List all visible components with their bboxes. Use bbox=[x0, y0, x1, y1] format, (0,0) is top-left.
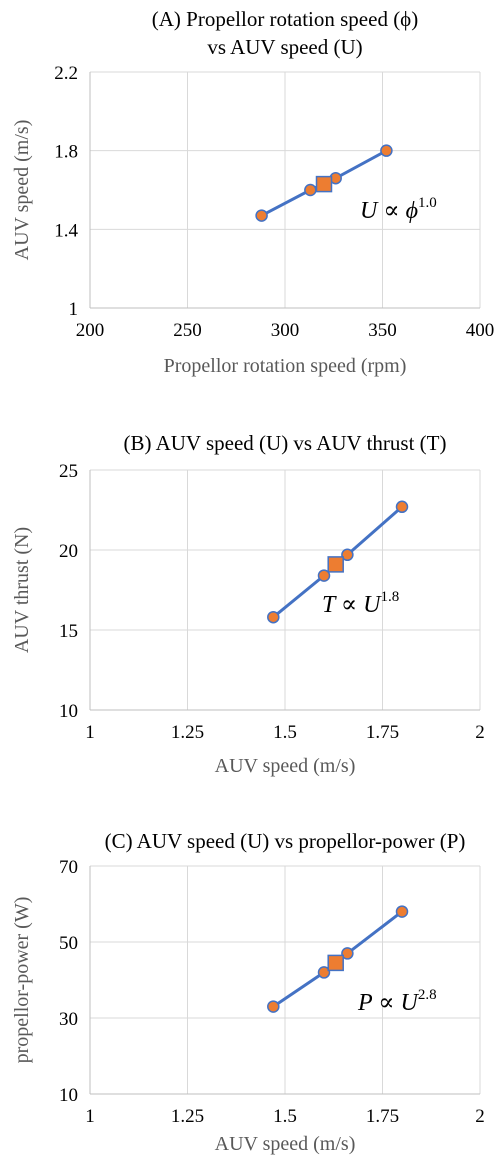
y-axis-label: propellor-power (W) bbox=[11, 897, 33, 1064]
annotation-exponent: 2.8 bbox=[418, 987, 437, 1003]
power-law-annotation: U ∝ ϕ1.0 bbox=[360, 195, 437, 224]
x-tick-label: 1 bbox=[85, 722, 95, 743]
x-tick-label: 2 bbox=[475, 722, 485, 743]
data-point bbox=[267, 1000, 280, 1013]
y-tick-label: 25 bbox=[59, 461, 78, 482]
data-point bbox=[380, 144, 393, 157]
x-axis-label: AUV speed (m/s) bbox=[215, 1133, 356, 1155]
y-tick-label: 1.8 bbox=[54, 142, 78, 163]
x-tick-label: 1.75 bbox=[366, 722, 399, 743]
data-point bbox=[317, 569, 331, 582]
data-point bbox=[317, 966, 331, 979]
y-axis-label: AUV thrust (N) bbox=[11, 527, 33, 653]
data-point bbox=[341, 548, 354, 562]
chart-title: (A) Propellor rotation speed (ϕ) bbox=[152, 7, 418, 31]
annotation-base: P ∝ U bbox=[357, 990, 419, 1016]
chart-panel-c: (C) AUV speed (U) vs propellor-power (P)… bbox=[11, 829, 485, 1155]
x-tick-label: 200 bbox=[76, 320, 105, 341]
y-tick-label: 50 bbox=[59, 933, 78, 954]
chart-panel-b: (B) AUV speed (U) vs AUV thrust (T) 1 1.25… bbox=[11, 431, 485, 777]
y-tick-label: 1 bbox=[69, 299, 79, 320]
x-tick-label: 1.25 bbox=[171, 722, 204, 743]
data-point bbox=[255, 209, 268, 222]
x-axis-label: Propellor rotation speed (rpm) bbox=[164, 355, 407, 377]
x-tick-label: 1.5 bbox=[273, 1106, 297, 1127]
y-tick-label: 10 bbox=[59, 1085, 78, 1106]
data-point bbox=[395, 905, 409, 918]
x-tick-label: 250 bbox=[173, 320, 202, 341]
y-axis-label: AUV speed (m/s) bbox=[11, 120, 33, 261]
annotation-exponent: 1.8 bbox=[381, 589, 400, 605]
data-point bbox=[304, 183, 317, 197]
x-tick-label: 400 bbox=[466, 320, 495, 341]
x-tick-label: 300 bbox=[271, 320, 300, 341]
x-axis-label: AUV speed (m/s) bbox=[215, 755, 356, 777]
power-law-annotation: P ∝ U2.8 bbox=[357, 987, 437, 1016]
y-tick-label: 1.4 bbox=[54, 220, 78, 241]
data-point bbox=[395, 500, 409, 514]
y-tick-label: 2.2 bbox=[54, 63, 78, 84]
y-tick-label: 10 bbox=[59, 701, 78, 722]
highlight-square-marker bbox=[327, 556, 344, 573]
annotation-base: U ∝ ϕ bbox=[360, 198, 418, 224]
highlight-square-marker bbox=[327, 954, 344, 972]
annotation-base: T ∝ U bbox=[322, 592, 382, 618]
chart-title: (C) AUV speed (U) vs propellor-power (P) bbox=[105, 829, 466, 853]
x-tick-label: 2 bbox=[475, 1106, 485, 1127]
data-point bbox=[267, 610, 280, 624]
highlight-square-marker bbox=[315, 175, 333, 193]
annotation-exponent: 1.0 bbox=[418, 195, 437, 211]
chart-title: (B) AUV speed (U) vs AUV thrust (T) bbox=[124, 431, 447, 455]
chart-subtitle: vs AUV speed (U) bbox=[207, 35, 362, 59]
x-tick-label: 1.5 bbox=[273, 722, 297, 743]
x-tick-label: 1.25 bbox=[171, 1106, 204, 1127]
x-tick-label: 350 bbox=[368, 320, 397, 341]
y-tick-label: 15 bbox=[59, 621, 78, 642]
x-tick-label: 1 bbox=[85, 1106, 95, 1127]
y-tick-label: 70 bbox=[59, 857, 78, 878]
x-tick-label: 1.75 bbox=[366, 1106, 399, 1127]
power-law-annotation: T ∝ U1.8 bbox=[322, 589, 399, 618]
y-tick-label: 20 bbox=[59, 541, 78, 562]
chart-panel-a: (A) Propellor rotation speed (ϕ) vs AUV s… bbox=[11, 7, 494, 377]
y-tick-label: 30 bbox=[59, 1009, 78, 1030]
data-point bbox=[341, 947, 354, 960]
